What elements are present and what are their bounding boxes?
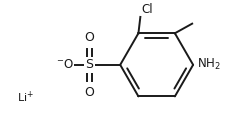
Text: NH$_2$: NH$_2$ — [197, 57, 221, 72]
Text: Cl: Cl — [141, 3, 153, 16]
Text: S: S — [86, 58, 94, 71]
Text: $^{-}$O: $^{-}$O — [56, 58, 74, 71]
Text: O: O — [84, 31, 94, 44]
Text: O: O — [84, 86, 94, 99]
Text: Li$^{+}$: Li$^{+}$ — [16, 90, 34, 105]
